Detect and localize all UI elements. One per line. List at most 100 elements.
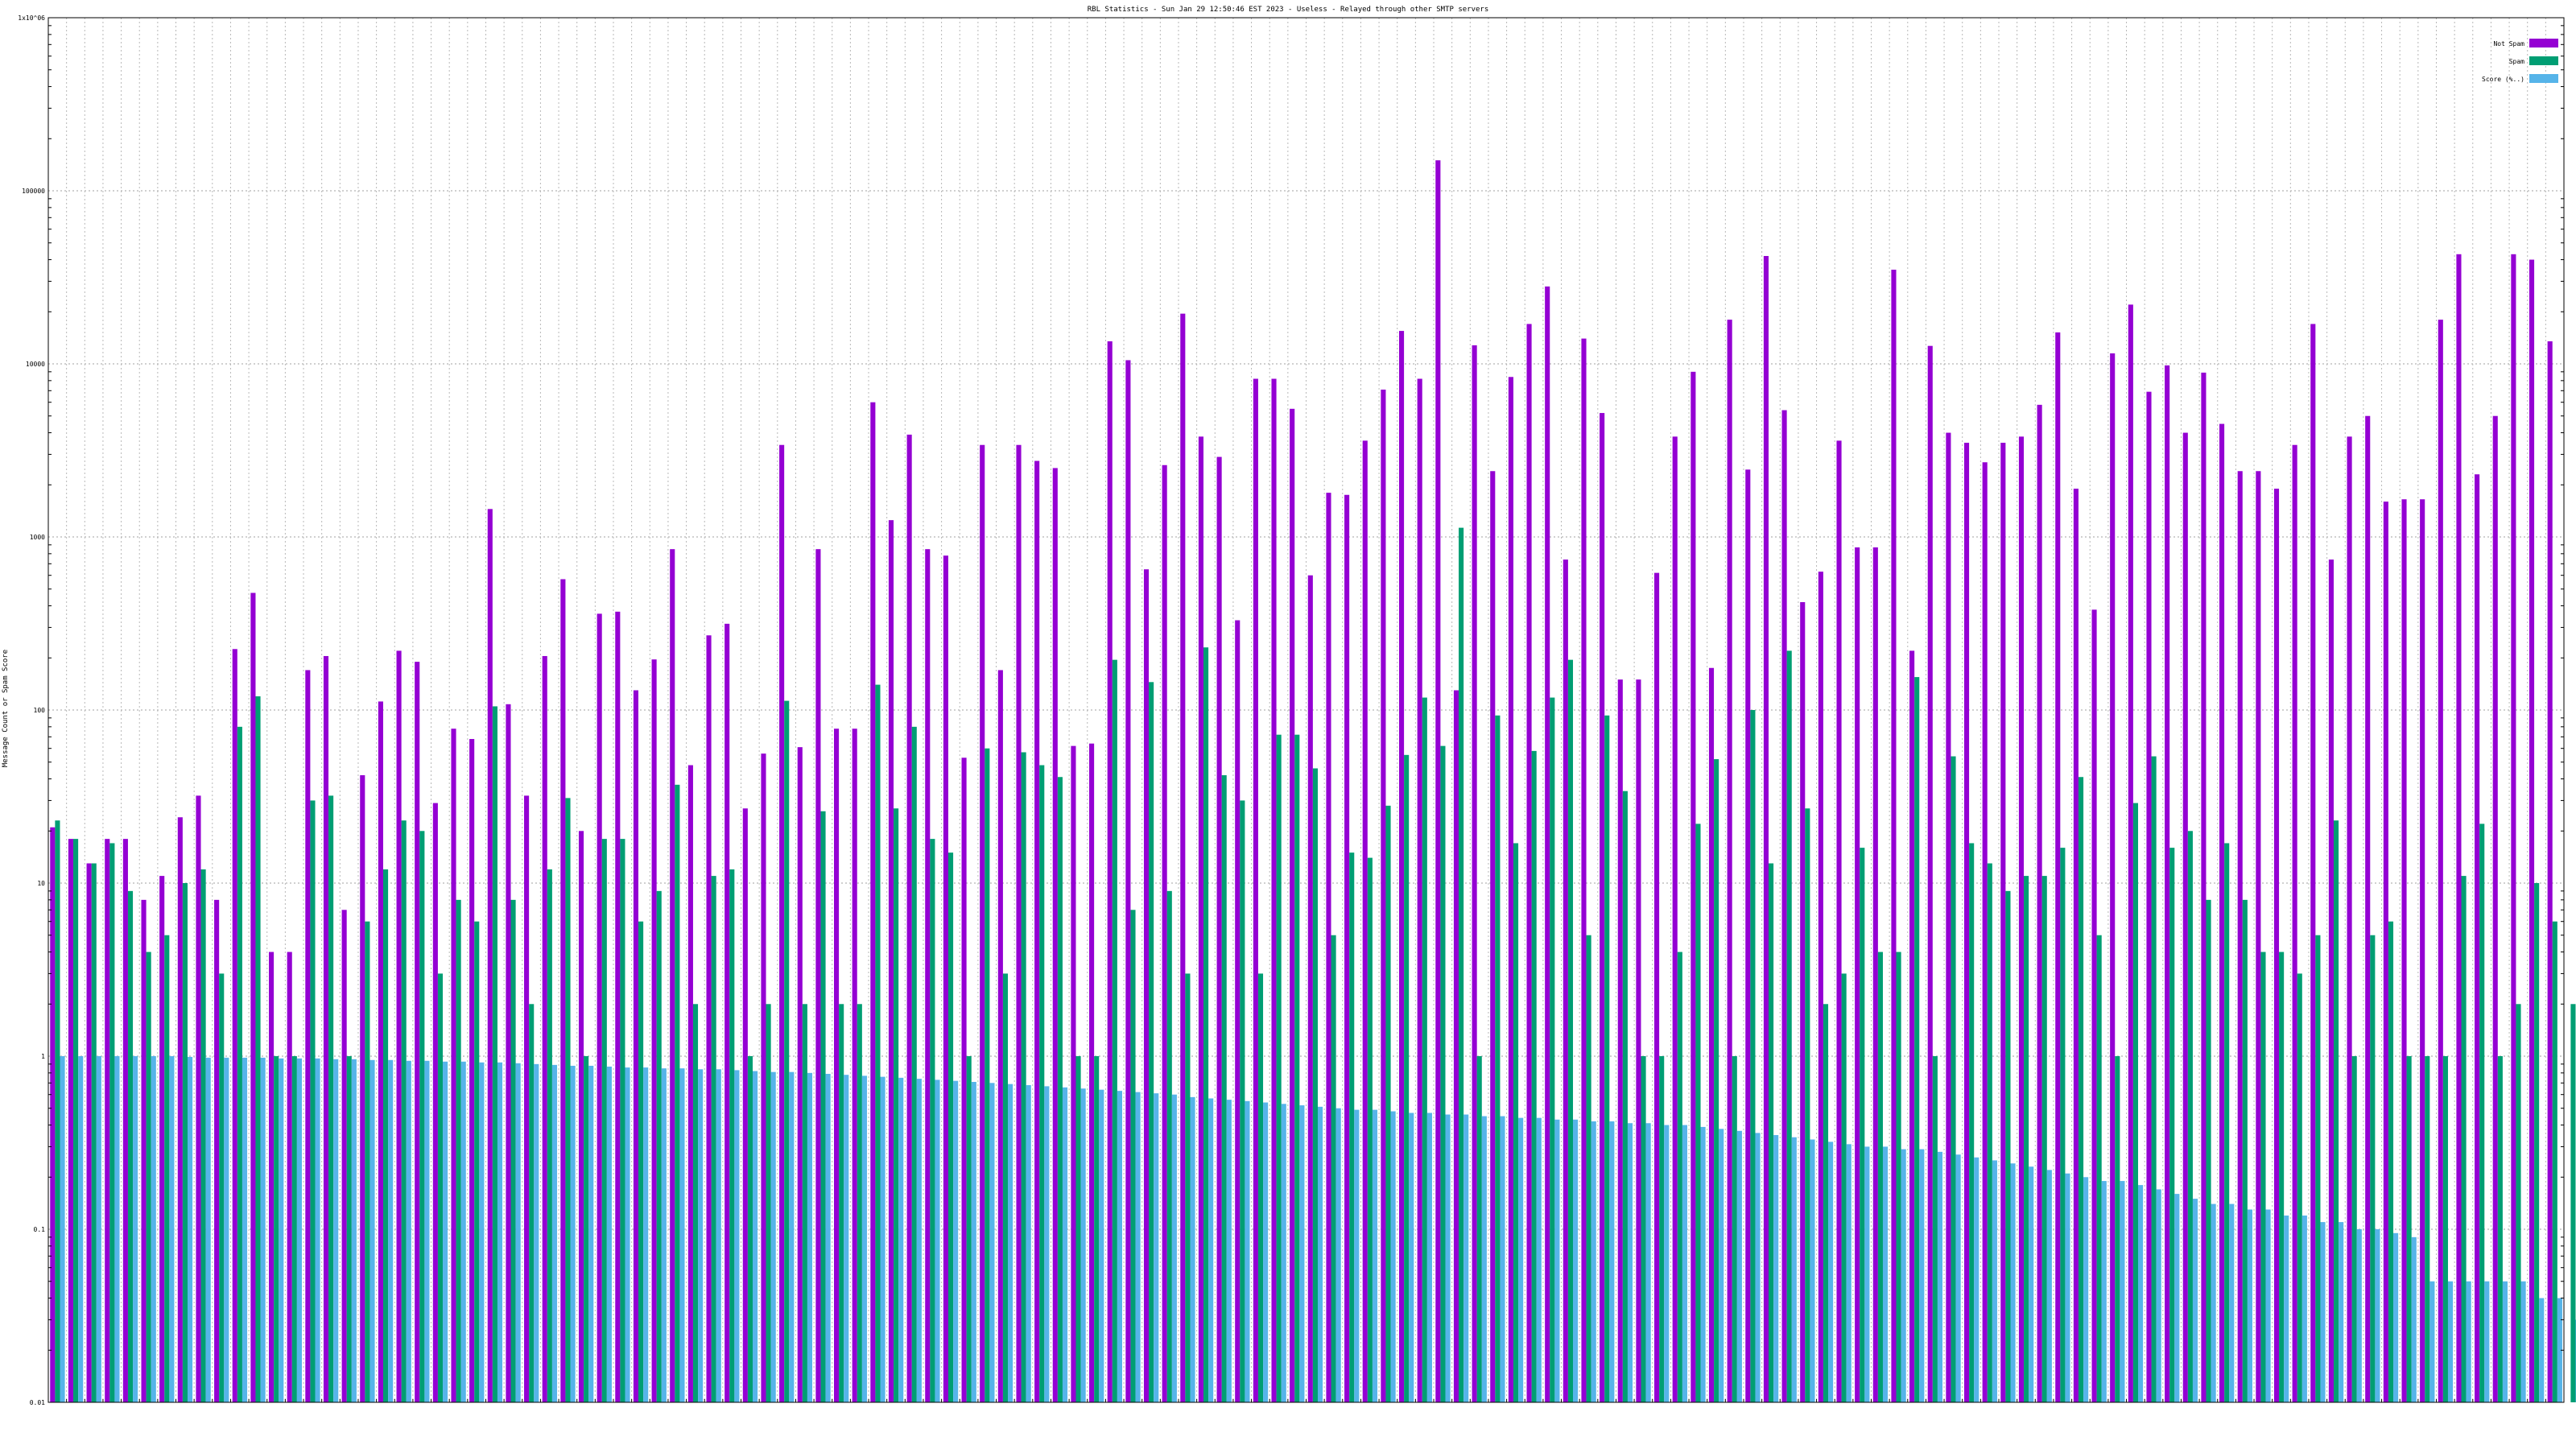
bar-not-spam (1982, 462, 1988, 1402)
y-axis-label: Message Count or Spam Score (2, 650, 10, 767)
bar-not-spam (287, 952, 292, 1402)
bar-not-spam (1326, 493, 1331, 1402)
bar-score- (1518, 1117, 1524, 1402)
bar-not-spam (214, 899, 220, 1402)
bar-spam (382, 869, 389, 1402)
bar-not-spam (2091, 609, 2097, 1402)
bar-score- (1171, 1094, 1177, 1402)
bar-spam (1659, 1056, 1665, 1402)
legend-swatch (2529, 74, 2558, 83)
bar-spam (1149, 682, 1154, 1402)
bar-score- (2046, 1170, 2052, 1402)
bar-not-spam (1453, 690, 1459, 1402)
bar-score- (606, 1067, 612, 1402)
bar-spam (1604, 715, 1610, 1402)
bar-score- (2339, 1222, 2344, 1402)
bar-spam (109, 843, 115, 1402)
bar-score- (2557, 1298, 2562, 1402)
bar-not-spam (1872, 547, 1878, 1402)
bar-not-spam (1781, 410, 1787, 1402)
bar-spam (1312, 768, 1318, 1402)
bar-spam (1422, 697, 1427, 1402)
bar-not-spam (323, 655, 329, 1402)
bar-spam (1404, 754, 1410, 1402)
bar-spam (237, 726, 242, 1402)
bar-score- (734, 1070, 740, 1402)
bar-score- (279, 1058, 284, 1402)
bar-spam (291, 1056, 297, 1402)
bar-not-spam (1435, 160, 1441, 1402)
bar-spam (729, 869, 735, 1402)
bar-not-spam (415, 662, 420, 1402)
bar-not-spam (2128, 304, 2133, 1402)
y-tick-label: 100000 (22, 188, 45, 195)
bar-score- (1154, 1093, 1159, 1402)
bar-score- (1062, 1087, 1068, 1402)
bar-spam (2024, 876, 2029, 1402)
bar-not-spam (50, 827, 56, 1402)
bar-spam (638, 921, 644, 1402)
bar-score- (716, 1069, 721, 1402)
bar-spam (1203, 647, 1209, 1402)
bar-spam (2388, 921, 2394, 1402)
bar-score- (2029, 1166, 2034, 1402)
bar-spam (2497, 1056, 2503, 1402)
bar-score- (1463, 1114, 1469, 1402)
bar-not-spam (2456, 254, 2462, 1402)
bar-not-spam (724, 623, 730, 1402)
bar-not-spam (943, 555, 948, 1403)
bar-spam (1914, 677, 1920, 1402)
bar-score- (1736, 1130, 1742, 1402)
bar-score- (2539, 1298, 2545, 1402)
bar-spam (1021, 752, 1026, 1402)
bar-score- (880, 1076, 886, 1402)
bar-spam (2461, 876, 2467, 1402)
bar-not-spam (524, 795, 530, 1402)
bar-spam (346, 1056, 352, 1402)
bar-score- (916, 1079, 922, 1402)
bar-score- (333, 1059, 339, 1402)
bar-spam (692, 1004, 699, 1402)
bar-spam (529, 1004, 535, 1402)
bar-score- (1955, 1154, 1961, 1402)
bar-not-spam (2420, 499, 2425, 1402)
bar-spam (2260, 952, 2266, 1402)
bar-spam (2151, 756, 2157, 1402)
bar-not-spam (2273, 489, 2280, 1402)
bar-score- (898, 1077, 904, 1402)
bar-spam (1385, 805, 1391, 1402)
y-tick-label: 10000 (26, 361, 45, 368)
bar-score- (151, 1056, 156, 1402)
bar-spam (1075, 1056, 1081, 1402)
bar-spam (1896, 952, 1901, 1402)
bar-spam (565, 798, 571, 1402)
bar-spam (2315, 935, 2321, 1402)
bar-not-spam (1727, 320, 1732, 1402)
bar-not-spam (1545, 286, 1550, 1402)
bar-not-spam (742, 808, 748, 1402)
bar-score- (1354, 1109, 1360, 1402)
bar-score- (315, 1058, 320, 1402)
bar-spam (1841, 973, 1847, 1402)
bar-score- (1426, 1113, 1432, 1402)
bar-not-spam (2310, 324, 2316, 1403)
bar-score- (1846, 1144, 1852, 1402)
bar-spam (1130, 910, 1136, 1402)
bar-spam (2224, 843, 2230, 1402)
bar-spam (584, 1056, 589, 1402)
bar-not-spam (1198, 436, 1203, 1402)
bar-not-spam (1563, 559, 1568, 1402)
bar-not-spam (105, 839, 110, 1402)
bar-not-spam (1398, 331, 1405, 1403)
bar-spam (1440, 745, 1446, 1402)
bar-score- (1700, 1126, 1706, 1402)
bar-not-spam (177, 817, 183, 1402)
bar-spam (2132, 803, 2139, 1402)
axes (47, 17, 2565, 1403)
bar-spam (1969, 843, 1975, 1402)
bar-spam (2005, 890, 2011, 1402)
bar-not-spam (1271, 378, 1277, 1402)
bar-spam (274, 1056, 279, 1402)
bar-not-spam (396, 650, 402, 1402)
